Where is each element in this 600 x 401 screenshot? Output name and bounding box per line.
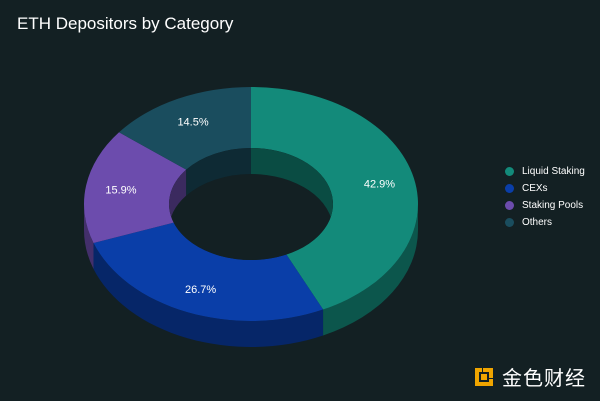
data-label: 14.5% bbox=[177, 116, 208, 128]
legend-label: CEXs bbox=[522, 183, 548, 194]
legend-label: Liquid Staking bbox=[522, 166, 585, 177]
watermark: 金色财经 bbox=[472, 362, 586, 391]
legend-swatch-icon bbox=[505, 184, 514, 193]
chart-legend: Liquid Staking CEXs Staking Pools Others bbox=[505, 163, 585, 231]
legend-item-liquid-staking[interactable]: Liquid Staking bbox=[505, 163, 585, 180]
watermark-text: 金色财经 bbox=[502, 362, 586, 391]
legend-swatch-icon bbox=[505, 201, 514, 210]
legend-label: Others bbox=[522, 217, 552, 228]
legend-label: Staking Pools bbox=[522, 200, 583, 211]
data-label: 42.9% bbox=[364, 179, 395, 191]
legend-item-others[interactable]: Others bbox=[505, 214, 585, 231]
legend-swatch-icon bbox=[505, 167, 514, 176]
legend-item-cexs[interactable]: CEXs bbox=[505, 180, 585, 197]
data-label: 15.9% bbox=[105, 184, 136, 196]
donut-top bbox=[84, 87, 418, 321]
legend-item-staking-pools[interactable]: Staking Pools bbox=[505, 197, 585, 214]
legend-swatch-icon bbox=[505, 218, 514, 227]
data-label: 26.7% bbox=[185, 284, 216, 296]
jinse-logo-icon bbox=[472, 365, 496, 389]
